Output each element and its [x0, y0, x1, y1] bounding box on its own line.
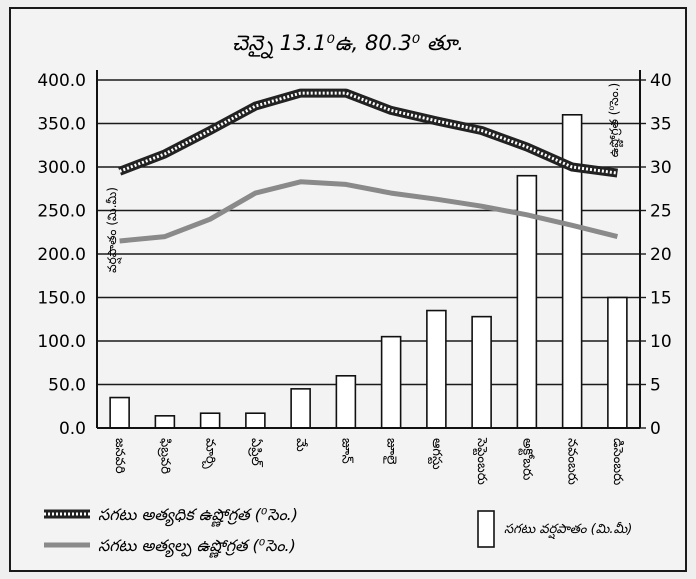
x-tick-label: జూన్ — [338, 438, 353, 464]
right-tick-label: 15 — [650, 289, 672, 309]
x-tick-label: అక్టోబరు — [517, 438, 535, 481]
left-tick-label: 150.0 — [37, 289, 86, 309]
rain-bar — [335, 374, 357, 429]
right-tick-label: 25 — [650, 202, 672, 222]
rain-bar — [109, 396, 130, 429]
rain-bar — [426, 309, 447, 429]
x-tick-label: డిసెంబరు — [610, 438, 625, 486]
rain-bar — [245, 412, 266, 429]
x-tick-label: నవంబరు — [565, 438, 580, 485]
grid — [97, 79, 640, 386]
rainfall-bars — [109, 114, 628, 429]
min-temp-line — [119, 179, 619, 244]
x-tick-label: ఏప్రిల్ — [248, 438, 263, 467]
rain-bar — [380, 335, 402, 429]
right-tick-label: 5 — [650, 376, 661, 396]
x-tick-label: సెప్టెంబరు — [472, 437, 489, 485]
x-tick-label: ఫిబ్రవరి — [157, 438, 172, 474]
temperature-lines — [117, 88, 619, 244]
right-axis-label: ఉష్ణోగ్రత (⁰సెం.) — [607, 83, 623, 157]
chart-title: చెన్నై 13.1⁰ఉ, 80.3⁰ తూ. — [232, 31, 464, 59]
axes: 0.050.0100.0150.0200.0250.0300.0350.0400… — [37, 70, 672, 486]
left-tick-label: 400.0 — [37, 71, 86, 91]
right-tick-label: 0 — [650, 419, 661, 439]
x-tick-label: ఆగస్టు — [427, 438, 444, 470]
left-tick-label: 0.0 — [59, 419, 86, 439]
x-tick-label: జూలై — [383, 438, 399, 464]
x-tick-label: మార్చి — [202, 438, 218, 469]
x-tick-label: జనవరి — [112, 438, 127, 474]
left-tick-label: 300.0 — [37, 158, 86, 178]
legend-bar-swatch — [477, 510, 495, 548]
legend-max-label: సగటు అత్యధిక ఉష్ణోగ్రత (⁰సెం.) — [98, 505, 298, 527]
max-temp-line-hatch — [119, 91, 618, 175]
left-tick-label: 200.0 — [37, 245, 86, 265]
left-axis-label: వర్షపాతం (మి.మీ) — [105, 187, 122, 273]
left-tick-label: 100.0 — [37, 332, 86, 352]
right-tick-label: 40 — [650, 71, 672, 91]
right-tick-label: 30 — [650, 158, 672, 178]
right-tick-label: 35 — [650, 115, 672, 135]
left-tick-label: 350.0 — [37, 115, 86, 135]
right-tick-label: 10 — [650, 332, 672, 352]
legend: సగటు అత్యధిక ఉష్ణోగ్రత (⁰సెం.) సగటు అత్యల… — [44, 505, 632, 558]
legend-bar-label: సగటు వర్షపాతం (మి.మీ) — [504, 521, 632, 540]
x-tick-label: మే — [293, 438, 308, 452]
rain-bar — [199, 412, 221, 429]
legend-min-label: సగటు అత్యల్ప ఉష్ణోగ్రత (⁰సెం.) — [98, 536, 296, 558]
rain-bar — [607, 296, 628, 429]
rain-bar — [471, 315, 492, 429]
left-tick-label: 250.0 — [37, 202, 86, 222]
right-tick-label: 20 — [650, 245, 672, 265]
rain-bar — [290, 388, 311, 429]
rain-bar — [154, 415, 176, 429]
left-tick-label: 50.0 — [48, 376, 86, 396]
